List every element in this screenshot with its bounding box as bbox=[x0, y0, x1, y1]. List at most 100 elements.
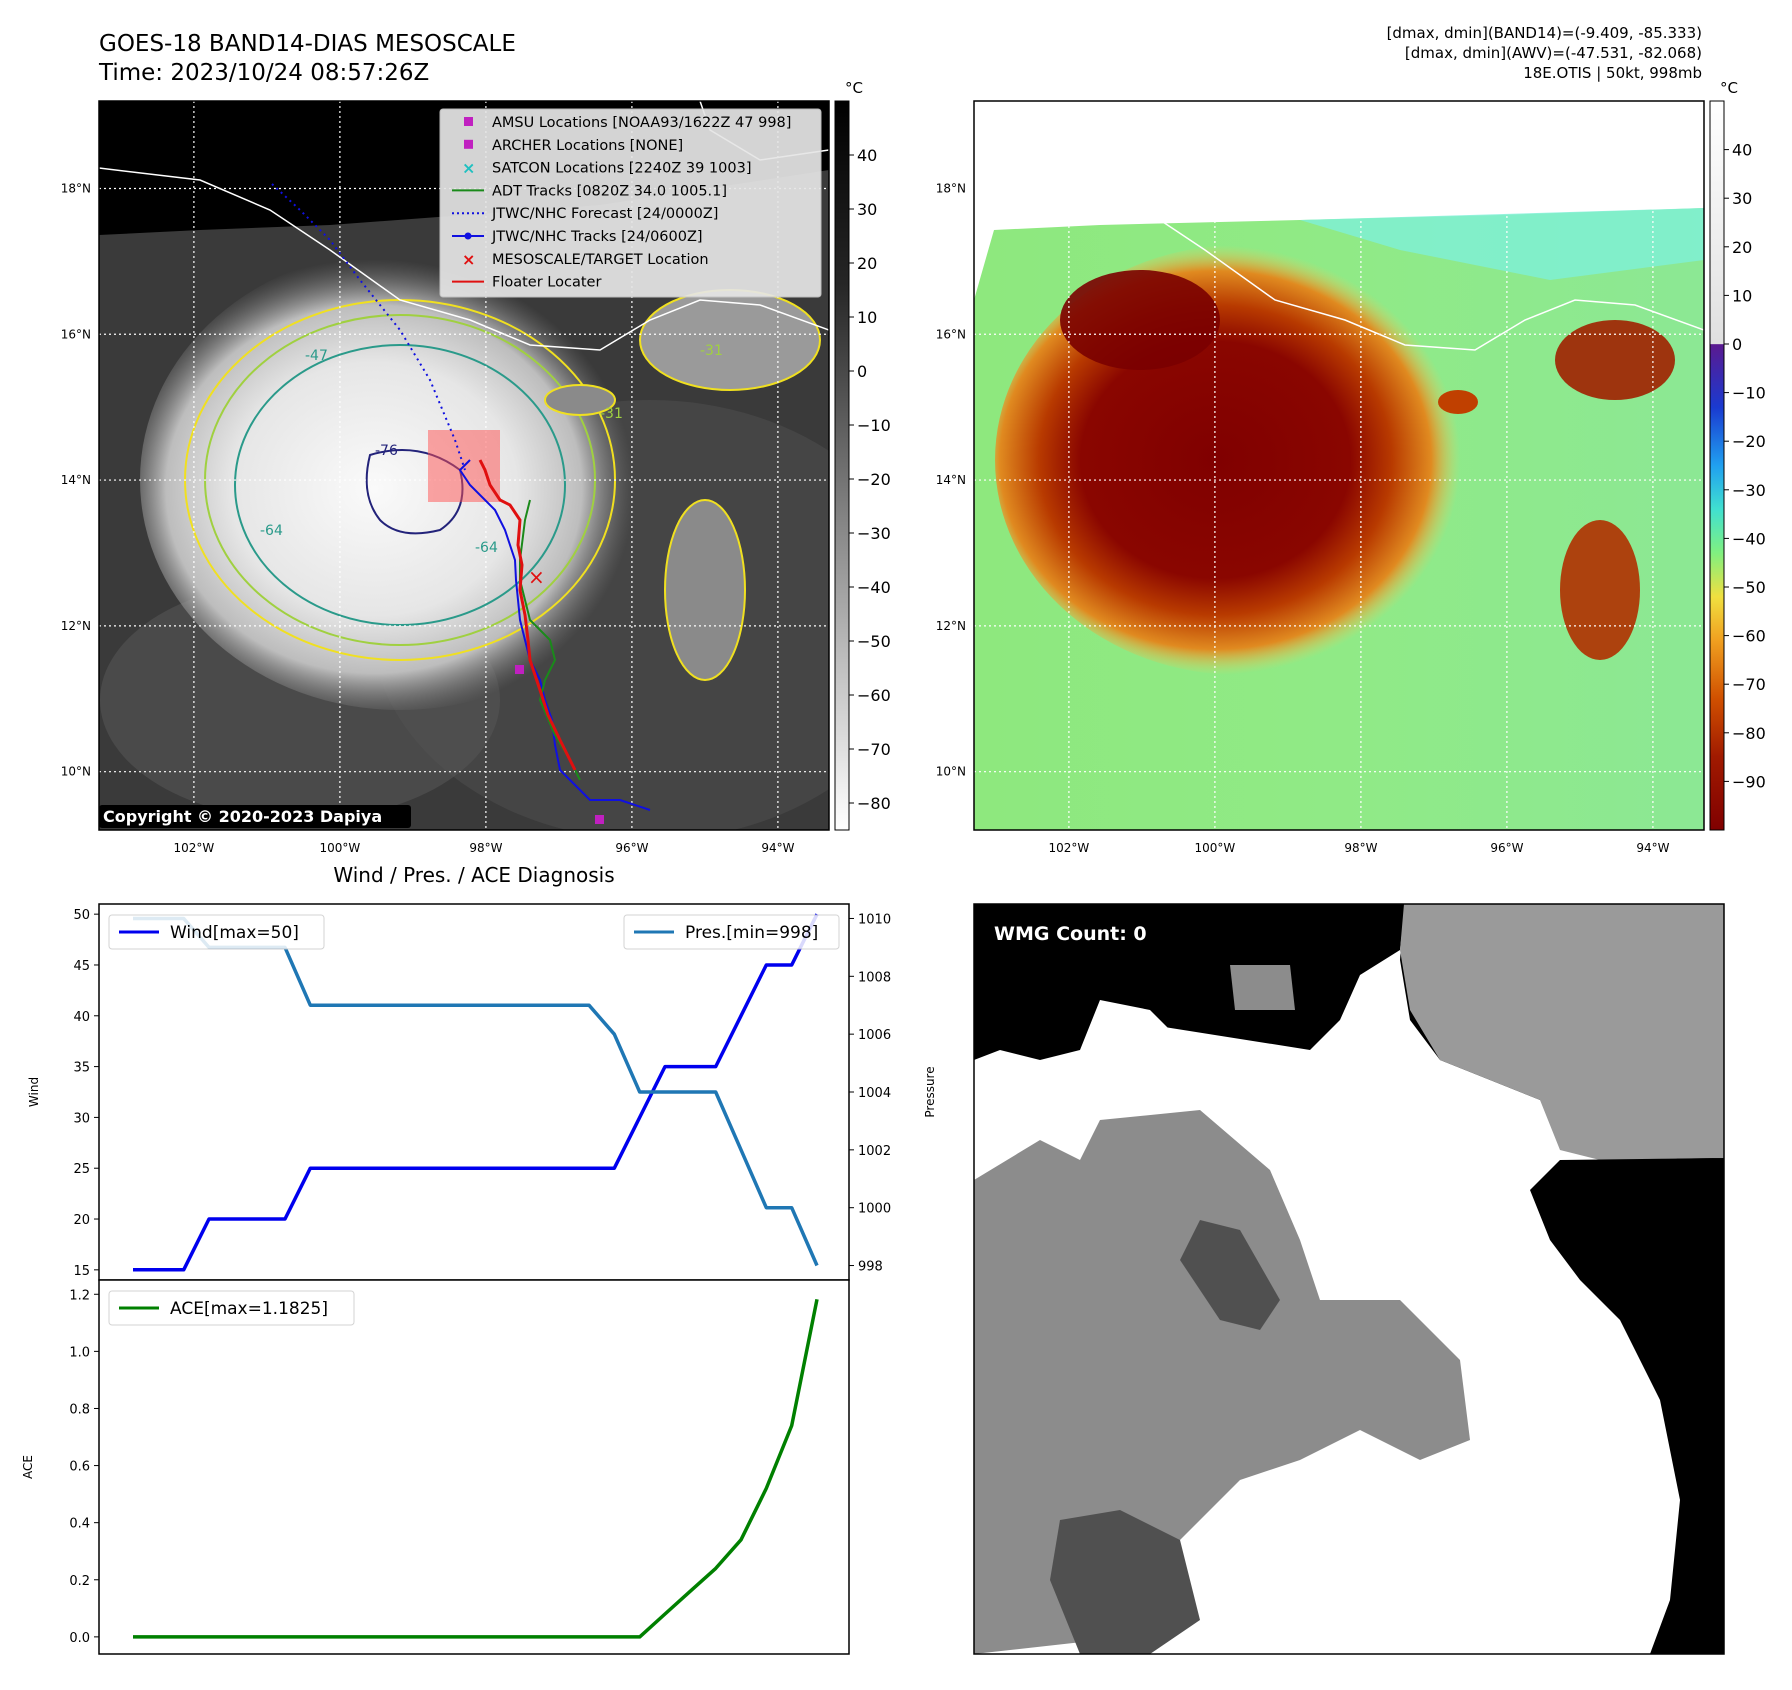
map-gridlines bbox=[974, 101, 1704, 830]
wmg-region-darkgray bbox=[1180, 1220, 1280, 1330]
latitude-label: 10°N bbox=[936, 765, 966, 779]
colorbar-tick-label: −20 bbox=[857, 470, 891, 489]
colorbar-tick-label: −60 bbox=[857, 686, 891, 705]
contour-label: -47 bbox=[305, 348, 328, 364]
left-colorbar-ticks: 40 30 20 10 0 −10 −20 −30 −40 −50 −60 −70 −80 bbox=[849, 146, 891, 813]
longitude-label: 98°W bbox=[1344, 841, 1377, 855]
left-colorbar-unit: °C bbox=[845, 79, 863, 97]
wind-axis-label: Wind bbox=[27, 1077, 41, 1107]
ace-tick-label: 1.2 bbox=[69, 1288, 90, 1303]
latitude-label: 16°N bbox=[936, 327, 966, 341]
ace-tick-label: 0.0 bbox=[69, 1631, 90, 1646]
colorbar-tick-label: 0 bbox=[1732, 335, 1742, 354]
wind-legend: Wind[max=50] bbox=[108, 914, 325, 950]
wind-tick-label: 40 bbox=[73, 1010, 90, 1025]
pressure-tick-label: 1000 bbox=[858, 1202, 891, 1217]
colorbar-tick-label: −50 bbox=[1732, 578, 1766, 597]
pressure-tick-label: 1006 bbox=[858, 1028, 891, 1043]
ace-axis-ticks: 1.2 1.0 0.8 0.6 0.4 0.2 0.0 bbox=[69, 1288, 99, 1646]
legend-marker bbox=[464, 232, 472, 240]
wind-tick-label: 15 bbox=[73, 1264, 90, 1279]
left-colorbar-gradient bbox=[834, 100, 850, 831]
wind-tick-label: 30 bbox=[73, 1111, 90, 1126]
contour-label: -64 bbox=[260, 523, 283, 539]
wind-tick-label: 35 bbox=[73, 1061, 90, 1076]
contour-teal bbox=[234, 344, 566, 626]
wmg-region-white bbox=[1100, 1000, 1180, 1060]
ace-tick-label: 1.0 bbox=[69, 1345, 90, 1360]
colorbar-tick-label: 20 bbox=[1732, 238, 1752, 257]
contour-label: -76 bbox=[375, 443, 398, 459]
latitude-label: 16°N bbox=[61, 327, 91, 341]
wind-line bbox=[133, 913, 819, 1272]
legend-label: Floater Locater bbox=[492, 275, 601, 291]
target-marker: × bbox=[528, 565, 545, 589]
pressure-axis-label: Pressure bbox=[923, 1066, 937, 1117]
cloud-cluster-small-color bbox=[1438, 390, 1478, 414]
ace-tick-label: 0.2 bbox=[69, 1574, 90, 1589]
contour-label: -31 bbox=[600, 406, 623, 422]
ace-panel: 1.2 1.0 0.8 0.6 0.4 0.2 0.0 ACE ACE[max=1.1825… bbox=[21, 1279, 850, 1655]
legend-label: JTWC/NHC Tracks [24/0600Z] bbox=[491, 229, 703, 245]
wind-pressure-panel: 50 45 40 35 30 25 20 15 1010 1008 1006 1004 1002 100… bbox=[27, 903, 937, 1281]
contour-label: -31 bbox=[700, 343, 723, 359]
coastline bbox=[99, 167, 829, 351]
ace-series-layer bbox=[133, 1298, 819, 1639]
left-colorbar: °C 40 30 20 10 0 −10 −20 −30 −40 −50 −60 −70 −80 bbox=[834, 79, 891, 831]
ace-line bbox=[133, 1298, 819, 1639]
longitude-label: 94°W bbox=[761, 841, 794, 855]
map-axis-labels: 18°N 16°N 14°N 12°N 10°N 102°W 100°W 98°W 96°W 94… bbox=[61, 181, 1670, 855]
legend-marker bbox=[464, 117, 473, 126]
colorbar-tick-label: −80 bbox=[857, 794, 891, 813]
colorbar-tick-label: 40 bbox=[1732, 141, 1752, 160]
right-map-frame bbox=[973, 100, 1705, 831]
legend-items: AMSU Locations [NOAA93/1622Z 47 998] ARCH… bbox=[452, 115, 791, 291]
wind-panel-frame bbox=[98, 903, 850, 1281]
colorbar-tick-label: −90 bbox=[1732, 772, 1766, 791]
wmg-panel: WMG Count: 0 bbox=[973, 903, 1725, 1655]
amsu-marker bbox=[515, 665, 524, 674]
contour-label: -64 bbox=[475, 540, 498, 556]
cloud-cluster-e-color bbox=[1560, 520, 1640, 660]
longitude-label: 102°W bbox=[1049, 841, 1090, 855]
pressure-axis-ticks: 1010 1008 1006 1004 1002 1000 998 bbox=[849, 912, 891, 1275]
wind-legend-box bbox=[108, 914, 325, 950]
right-colorbar-gradient bbox=[1709, 100, 1725, 831]
wmg-region-gray bbox=[1400, 904, 1724, 1160]
pressure-tick-label: 1002 bbox=[858, 1144, 891, 1159]
longitude-label: 98°W bbox=[469, 841, 502, 855]
pressure-tick-label: 1010 bbox=[858, 912, 891, 927]
floater-track bbox=[478, 459, 577, 771]
cloud-cluster-e bbox=[664, 499, 746, 681]
wind-tick-label: 45 bbox=[73, 959, 90, 974]
colorbar-tick-label: 30 bbox=[1732, 189, 1752, 208]
cool-region bbox=[1300, 208, 1704, 280]
colorbar-tick-label: 10 bbox=[857, 308, 877, 327]
pressure-legend-label: Pres.[min=998] bbox=[685, 923, 818, 943]
colorbar-tick-label: −20 bbox=[1732, 432, 1766, 451]
latitude-label: 12°N bbox=[61, 619, 91, 633]
band14-range-text: [dmax, dmin](BAND14)=(-9.409, -85.333) bbox=[1387, 24, 1702, 42]
ace-tick-label: 0.4 bbox=[69, 1517, 90, 1532]
storm-info-text: 18E.OTIS | 50kt, 998mb bbox=[1523, 64, 1702, 82]
colorbar-tick-label: 0 bbox=[857, 362, 867, 381]
colorbar-tick-label: 20 bbox=[857, 254, 877, 273]
wind-axis-ticks: 50 45 40 35 30 25 20 15 bbox=[73, 908, 99, 1279]
colorbar-tick-label: −40 bbox=[857, 578, 891, 597]
legend-label: ADT Tracks [0820Z 34.0 1005.1] bbox=[492, 183, 727, 199]
wind-tick-label: 25 bbox=[73, 1162, 90, 1177]
figure-title-line1: GOES-18 BAND14-DIAS MESOSCALE bbox=[99, 31, 516, 57]
ace-tick-label: 0.6 bbox=[69, 1460, 90, 1475]
colorbar-tick-label: −40 bbox=[1732, 529, 1766, 548]
awv-range-text: [dmax, dmin](AWV)=(-47.531, -82.068) bbox=[1405, 44, 1702, 62]
legend-marker bbox=[464, 139, 473, 149]
right-colorbar-ticks: 40 30 20 10 0 −10 −20 −30 −40 −50 −60 −70 −80 −90 bbox=[1724, 141, 1766, 791]
wind-legend-label: Wind[max=50] bbox=[170, 923, 299, 943]
legend-label: JTWC/NHC Forecast [24/0000Z] bbox=[491, 206, 718, 222]
latitude-label: 12°N bbox=[936, 619, 966, 633]
colorbar-tick-label: −70 bbox=[1732, 675, 1766, 694]
wmg-region-gray bbox=[1230, 965, 1295, 1010]
wmg-count-label: WMG Count: 0 bbox=[994, 923, 1147, 945]
figure-title-line2: Time: 2023/10/24 08:57:26Z bbox=[98, 60, 429, 86]
colorbar-tick-label: −70 bbox=[857, 740, 891, 759]
